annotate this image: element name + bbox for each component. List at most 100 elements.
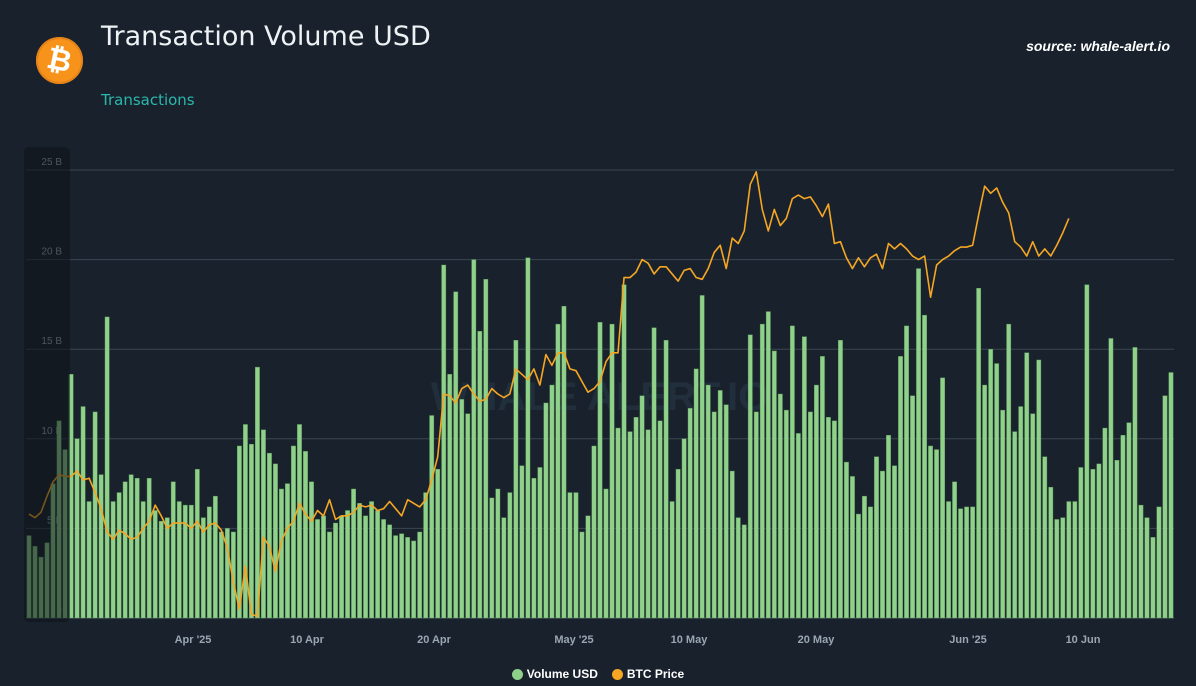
volume-bar — [140, 501, 146, 619]
volume-bar — [1132, 347, 1138, 619]
volume-bar — [1084, 284, 1090, 619]
volume-bar — [615, 427, 621, 619]
x-tick-label: Jun '25 — [949, 634, 986, 646]
volume-bar — [158, 521, 164, 619]
volume-bar — [639, 395, 645, 619]
volume-bar — [621, 284, 627, 619]
volume-bar — [116, 492, 122, 619]
volume-bar — [699, 295, 705, 619]
volume-bar — [1114, 460, 1120, 619]
volume-bar — [765, 311, 771, 619]
volume-bar — [1042, 456, 1048, 619]
volume-bar — [940, 377, 945, 619]
volume-bar — [477, 331, 483, 619]
volume-bar — [297, 424, 302, 619]
volume-bar — [429, 415, 435, 619]
x-tick-label: Apr '25 — [175, 634, 212, 646]
volume-bar — [1102, 427, 1108, 619]
volume-bar — [381, 519, 386, 619]
volume-bar — [994, 363, 1000, 619]
volume-bar — [285, 483, 290, 619]
volume-bar — [1090, 469, 1096, 619]
volume-bar — [1162, 395, 1168, 619]
volume-bar — [291, 445, 296, 619]
volume-bar — [1018, 406, 1024, 619]
volume-bar — [675, 469, 681, 619]
volume-bar — [1120, 435, 1126, 619]
volume-bar — [603, 488, 609, 619]
volume-bar — [1048, 486, 1054, 619]
volume-bar — [230, 531, 236, 619]
volume-bar — [1078, 467, 1084, 619]
btc-price-line — [28, 170, 1070, 618]
volume-bar — [838, 340, 843, 619]
volume-bar — [1126, 422, 1132, 619]
volume-bar — [1168, 372, 1174, 619]
subtitle-link[interactable]: Transactions — [101, 91, 195, 109]
volume-bar — [471, 259, 477, 619]
volume-bar — [327, 531, 332, 619]
volume-bar — [339, 515, 344, 619]
volume-bar — [856, 513, 861, 619]
volume-bar — [134, 478, 140, 619]
legend-label-price: BTC Price — [626, 667, 685, 681]
volume-bar — [1096, 463, 1102, 619]
legend-item-volume[interactable]: Volume USD — [511, 667, 598, 681]
volume-bar — [279, 488, 284, 619]
volume-bar — [387, 524, 393, 619]
volume-bar — [351, 488, 356, 619]
volume-bar — [651, 327, 657, 619]
x-tick-label: May '25 — [554, 634, 593, 646]
source-label: source: whale-alert.io — [1026, 38, 1170, 54]
volume-bar — [188, 504, 194, 619]
volume-bar — [411, 540, 417, 619]
volume-bar — [597, 322, 603, 619]
volume-bar — [1150, 537, 1156, 619]
volume-bar — [747, 334, 753, 619]
volume-bar — [880, 470, 885, 619]
volume-chart: WHALE ALERT.IO05 B10 B15 B20 B25 BApr '2… — [24, 147, 1174, 646]
volume-bar — [928, 445, 933, 619]
volume-bar — [182, 504, 188, 619]
volume-bar — [982, 384, 988, 619]
volume-bar — [375, 510, 380, 619]
volume-bar — [663, 340, 669, 619]
volume-bar — [657, 420, 663, 619]
volume-bar — [934, 449, 939, 619]
volume-bar — [152, 510, 158, 619]
volume-bar — [892, 465, 897, 619]
chart-legend: Volume USD BTC Price — [0, 667, 1196, 681]
volume-bar — [976, 288, 982, 619]
volume-bar — [1000, 409, 1006, 619]
volume-bar — [303, 451, 308, 619]
volume-bar — [964, 506, 969, 619]
volume-bar — [146, 478, 152, 619]
volume-bar — [249, 443, 254, 619]
volume-bar — [904, 325, 909, 619]
volume-bar — [886, 435, 891, 619]
volume-bar — [844, 461, 849, 619]
volume-bar — [110, 501, 116, 619]
volume-bar — [723, 404, 729, 619]
volume-bar — [128, 474, 134, 619]
volume-bar — [862, 495, 867, 619]
volume-bar — [405, 537, 411, 619]
legend-item-price[interactable]: BTC Price — [611, 667, 685, 681]
volume-bar — [495, 488, 501, 619]
volume-bar — [393, 535, 399, 619]
x-tick-label: 20 Apr — [417, 634, 452, 646]
volume-bar — [808, 411, 813, 619]
volume-bar — [561, 305, 567, 619]
volume-bar — [814, 384, 819, 619]
volume-bar — [850, 476, 855, 619]
volume-bar — [507, 492, 513, 619]
volume-bar — [759, 323, 765, 619]
volume-bar — [122, 481, 128, 619]
volume-bar — [729, 470, 735, 619]
volume-bar — [489, 497, 495, 619]
volume-bar — [609, 323, 615, 619]
volume-bar — [194, 469, 200, 619]
volume-bar — [1036, 359, 1042, 619]
legend-dot-volume — [511, 668, 523, 680]
volume-bar — [537, 467, 543, 619]
